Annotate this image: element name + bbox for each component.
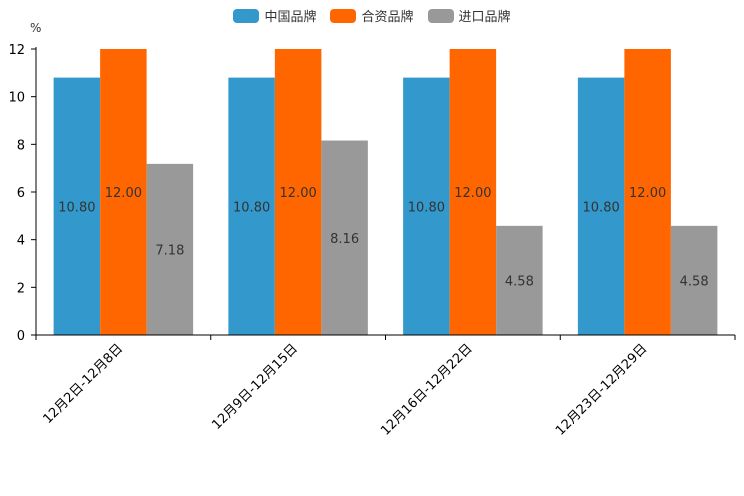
x-tick-label-3: 12月16日-12月22日 xyxy=(378,341,475,438)
bar-3-series-3 xyxy=(496,225,543,335)
x-tick-label-1: 12月2日-12月8日 xyxy=(40,341,126,427)
legend: 中国品牌 合资品牌 进口品牌 xyxy=(0,6,744,25)
x-tick-label-2: 12月9日-12月15日 xyxy=(209,341,301,433)
bar-3-series-1 xyxy=(403,77,450,335)
data-label-2-series-2: 12.00 xyxy=(280,186,317,201)
legend-item-joint-venture-brand[interactable]: 合资品牌 xyxy=(330,6,414,25)
y-tick-label-2: 2 xyxy=(17,281,25,296)
legend-label-china-brand: 中国品牌 xyxy=(264,10,317,25)
legend-label-joint-venture-brand: 合资品牌 xyxy=(361,10,414,25)
data-label-2-series-3: 8.16 xyxy=(330,232,359,247)
legend-swatch-imported-brand xyxy=(427,8,454,23)
y-tick-label-0: 0 xyxy=(17,329,25,344)
legend-item-china-brand[interactable]: 中国品牌 xyxy=(233,6,316,25)
bar-1-series-2 xyxy=(100,49,147,335)
data-label-4-series-3: 4.58 xyxy=(680,274,709,289)
data-label-3-series-2: 12.00 xyxy=(454,186,491,201)
bar-4-series-3 xyxy=(670,225,718,335)
legend-swatch-china-brand xyxy=(233,8,260,23)
legend-item-imported-brand[interactable]: 进口品牌 xyxy=(427,6,511,25)
bar-2-series-2 xyxy=(274,49,322,335)
bar-4-series-1 xyxy=(577,77,625,335)
legend-label-imported-brand: 进口品牌 xyxy=(458,10,511,25)
data-label-2-series-1: 10.80 xyxy=(233,200,270,215)
data-label-4-series-1: 10.80 xyxy=(583,200,620,215)
bar-2-series-3 xyxy=(321,140,368,335)
y-tick-label-10: 10 xyxy=(8,91,25,106)
data-label-3-series-3: 4.58 xyxy=(505,274,534,289)
bar-1-series-3 xyxy=(146,163,194,335)
data-label-1-series-3: 7.18 xyxy=(155,243,184,258)
bar-4-series-2 xyxy=(624,49,671,335)
x-tick-label-4: 12月23日-12月29日 xyxy=(553,341,650,438)
data-label-4-series-2: 12.00 xyxy=(629,186,666,201)
data-label-1-series-2: 12.00 xyxy=(105,186,142,201)
bar-1-series-1 xyxy=(53,77,101,335)
bar-2-series-1 xyxy=(228,77,275,335)
y-axis-unit-label: % xyxy=(30,21,42,35)
y-tick-label-8: 8 xyxy=(17,138,25,153)
y-tick-label-6: 6 xyxy=(17,186,25,201)
y-tick-label-4: 4 xyxy=(17,234,25,249)
bar-3-series-2 xyxy=(449,49,497,335)
data-label-3-series-1: 10.80 xyxy=(408,200,445,215)
data-label-1-series-1: 10.80 xyxy=(58,200,95,215)
legend-swatch-joint-venture-brand xyxy=(330,8,357,23)
y-tick-label-12: 12 xyxy=(8,43,25,58)
